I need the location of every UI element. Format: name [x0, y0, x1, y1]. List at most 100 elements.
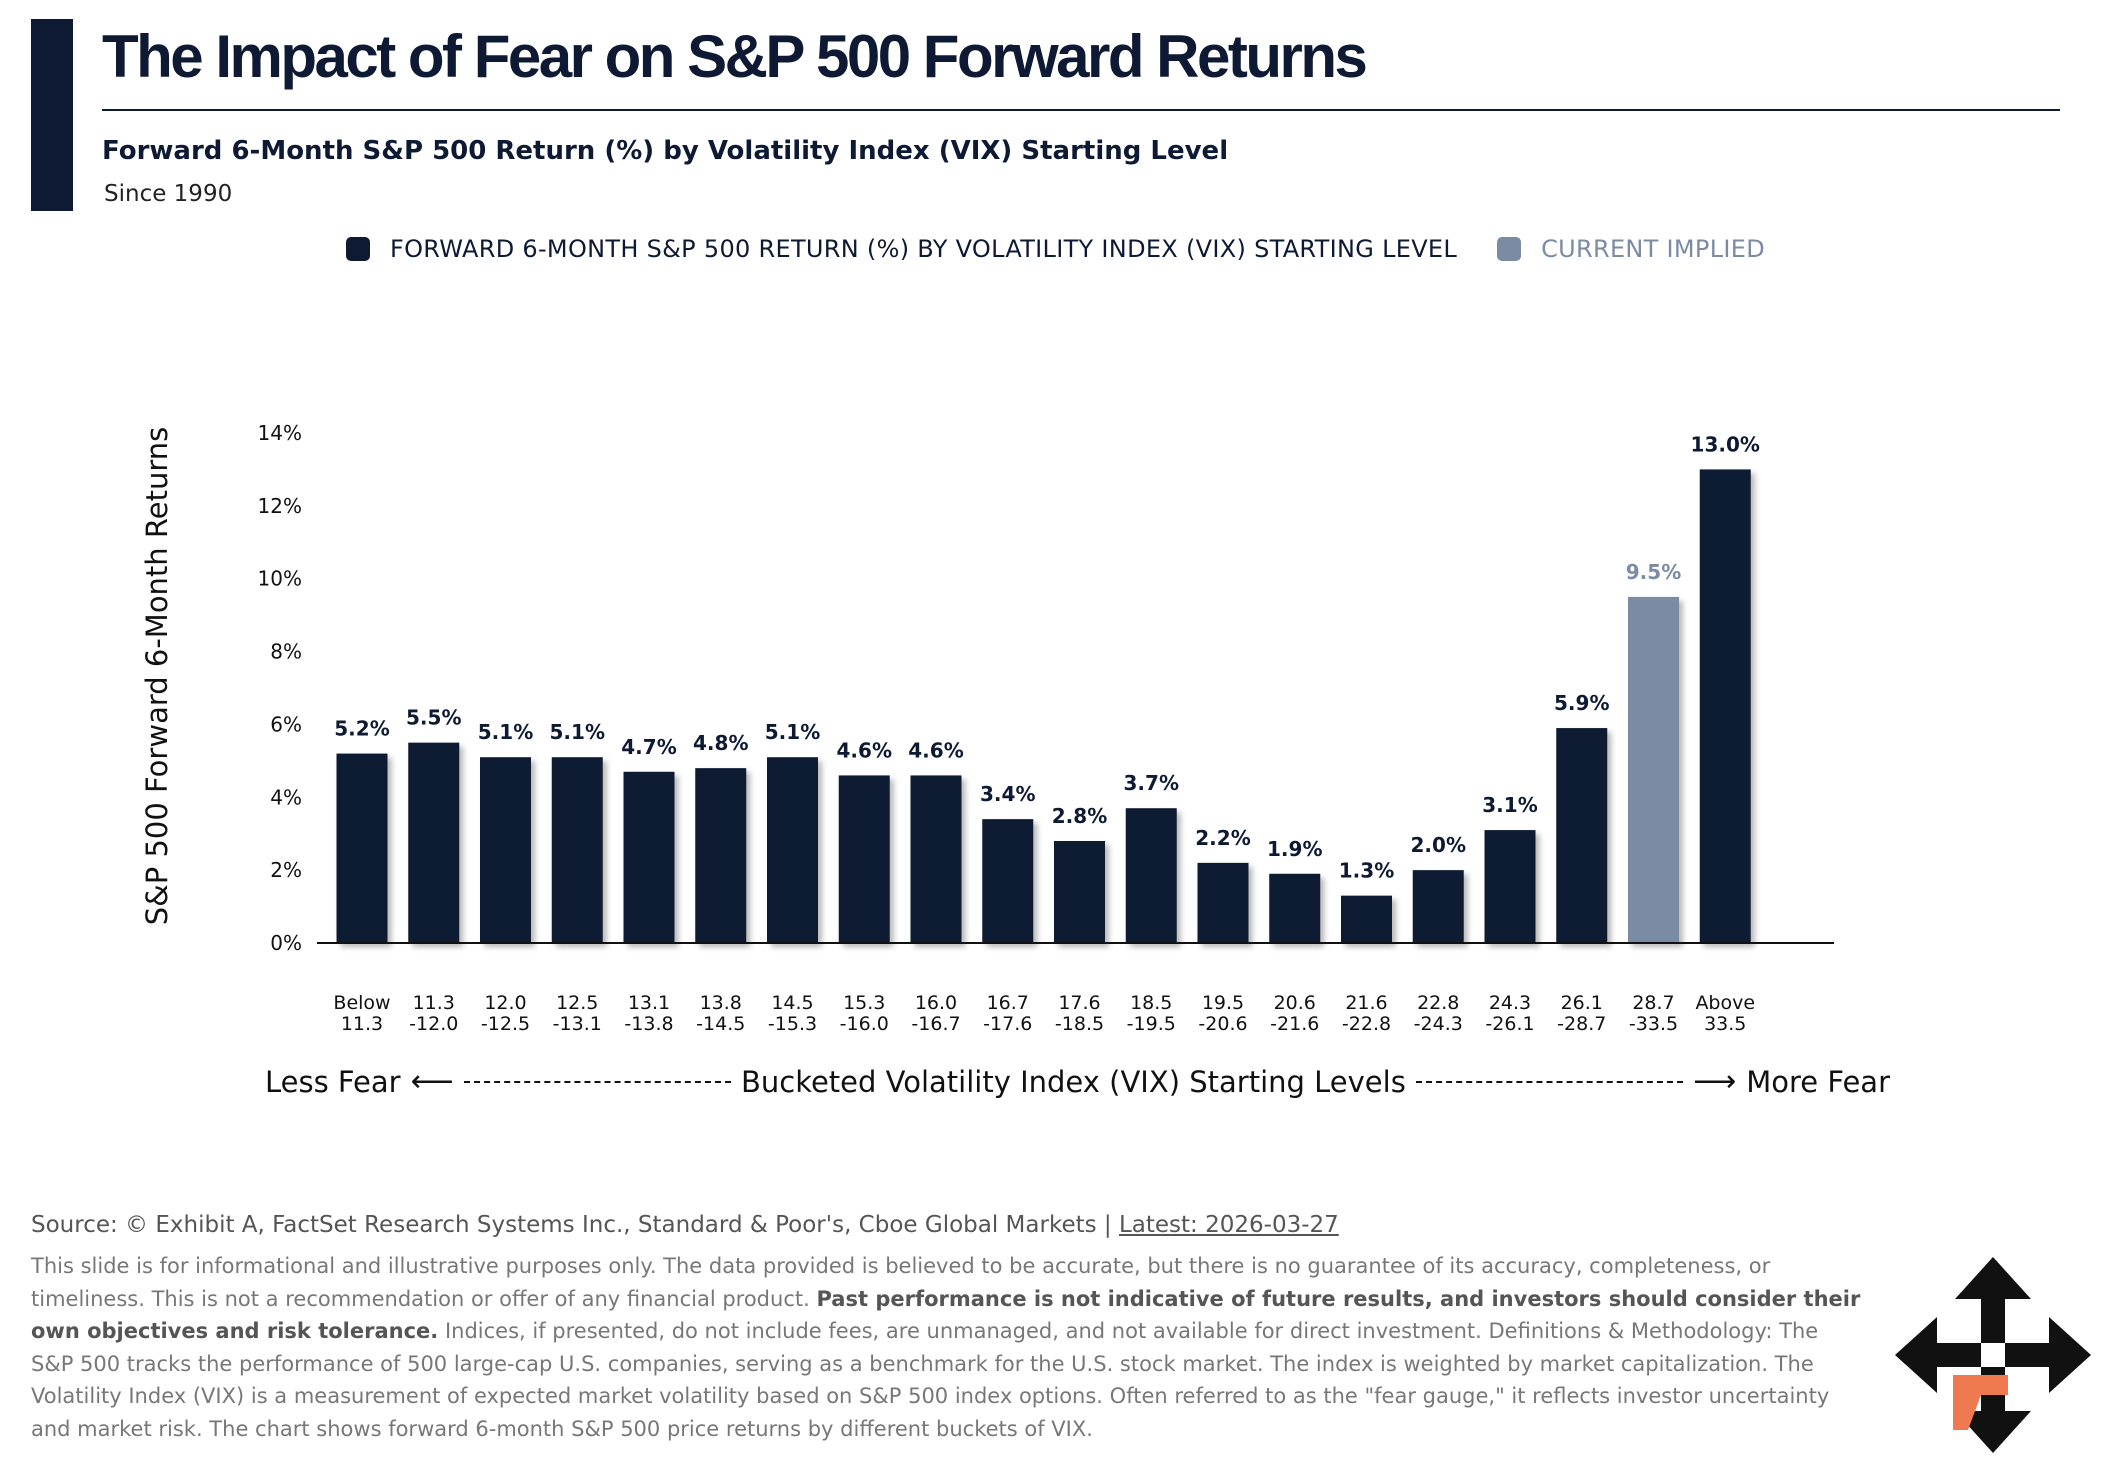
bar-value-label: 5.1%: [478, 720, 533, 744]
bar-current-implied: [1628, 596, 1679, 943]
right-dashed-line: [1415, 1080, 1684, 1083]
x-axis-title: Bucketed Volatility Index (VIX) Starting…: [740, 1064, 1406, 1099]
bar: [1054, 841, 1105, 943]
bar: [1484, 830, 1536, 943]
right-arrow-icon: ⟶: [1693, 1064, 1737, 1099]
bar-value-label: 4.6%: [908, 738, 963, 762]
disclaimer-part-1: This slide is for informational and illu…: [31, 1254, 1771, 1311]
legend-swatch-returns: [345, 237, 370, 261]
x-tick-label: 18.5: [1130, 992, 1172, 1014]
legend-item-current-implied: CURRENT IMPLIED: [1497, 235, 1765, 263]
x-tick-label: -20.6: [1198, 1013, 1247, 1035]
x-tick-label: 14.5: [771, 992, 813, 1014]
x-tick-label: 24.3: [1489, 992, 1531, 1014]
x-tick-label: 22.8: [1417, 992, 1459, 1014]
left-arrow-icon: ⟵: [410, 1064, 454, 1099]
latest-date-link[interactable]: Latest: 2026-03-27: [1118, 1212, 1339, 1238]
x-tick-label: Below: [333, 992, 390, 1014]
bar-value-label: 5.5%: [406, 706, 461, 730]
x-tick-label: -24.3: [1414, 1013, 1463, 1035]
x-tick-label: 13.1: [628, 992, 670, 1014]
brand-logo-icon: [1895, 1257, 2091, 1453]
x-tick-label: -19.5: [1127, 1013, 1176, 1035]
disclaimer: This slide is for informational and illu…: [31, 1250, 1861, 1445]
x-tick-label: -14.5: [696, 1013, 745, 1035]
page-title: The Impact of Fear on S&P 500 Forward Re…: [102, 23, 1368, 90]
x-tick-label: 13.8: [700, 992, 742, 1014]
x-tick-label: -21.6: [1270, 1013, 1319, 1035]
source-text: Source: © Exhibit A, FactSet Research Sy…: [31, 1212, 1097, 1238]
bar-value-label: 5.9%: [1554, 691, 1609, 715]
bar: [1125, 808, 1177, 943]
bar-value-label: 5.1%: [550, 720, 605, 744]
y-tick-label: 12%: [258, 494, 302, 518]
bar: [480, 757, 531, 943]
bar-chart: 0% 2% 4% 6% 8% 10% 12% 14% 5.2% 5.5% 5.1% 5.1% 4.7%…: [258, 421, 1834, 1035]
x-tick-label: -12.0: [409, 1013, 458, 1035]
bar-value-label: 4.8%: [693, 731, 748, 755]
bar-value-label: 1.9%: [1267, 837, 1322, 861]
x-tick-label: -16.7: [911, 1013, 960, 1035]
bar-value-label: 2.8%: [1052, 804, 1107, 828]
bar: [1699, 469, 1751, 943]
bar-value-label: 5.1%: [765, 720, 820, 744]
x-tick-label: -22.8: [1342, 1013, 1391, 1035]
left-dashed-line: [463, 1080, 731, 1083]
bar-value-label: 1.3%: [1339, 859, 1394, 883]
bar-value-label: 4.6%: [837, 738, 892, 762]
legend-label-returns: FORWARD 6-MONTH S&P 500 RETURN (%) BY VO…: [389, 235, 1458, 263]
x-tick-label: 12.5: [556, 992, 598, 1014]
x-tick-label: Above: [1695, 992, 1755, 1014]
y-tick-label: 2%: [270, 858, 302, 882]
x-tick-label: 16.0: [915, 992, 957, 1014]
bar: [551, 757, 603, 943]
bar: [336, 753, 388, 943]
source-separator: |: [1103, 1212, 1112, 1238]
x-tick-label: -26.1: [1485, 1013, 1534, 1035]
legend-item-returns: FORWARD 6-MONTH S&P 500 RETURN (%) BY VO…: [345, 235, 1458, 263]
bar: [1556, 728, 1608, 943]
more-fear-label: More Fear: [1746, 1064, 1890, 1099]
x-tick-label: 20.6: [1274, 992, 1316, 1014]
bar-value-label: 2.2%: [1195, 826, 1250, 850]
x-tick-label: -12.5: [481, 1013, 530, 1035]
x-tick-label: 28.7: [1632, 992, 1674, 1014]
chart-legend: FORWARD 6-MONTH S&P 500 RETURN (%) BY VO…: [0, 235, 2111, 263]
less-fear-label: Less Fear: [265, 1064, 401, 1099]
y-tick-label: 6%: [270, 712, 302, 736]
bar: [1412, 870, 1464, 943]
title-divider: [102, 109, 2060, 111]
y-tick-label: 14%: [258, 421, 302, 445]
bar: [623, 771, 675, 943]
bar: [695, 768, 747, 943]
since-note: Since 1990: [104, 181, 233, 207]
legend-label-current-implied: CURRENT IMPLIED: [1541, 235, 1765, 263]
x-tick-label: 12.0: [484, 992, 526, 1014]
bar-value-label: 4.7%: [621, 735, 676, 759]
chart-subtitle: Forward 6-Month S&P 500 Return (%) by Vo…: [102, 136, 1229, 166]
bar: [1197, 862, 1249, 943]
x-tick-label: 19.5: [1202, 992, 1244, 1014]
x-tick-label: -33.5: [1629, 1013, 1678, 1035]
y-tick-label: 10%: [258, 567, 302, 591]
logo-accent-shape: [1953, 1375, 2008, 1430]
bar: [767, 757, 818, 943]
bar-value-label: 3.4%: [980, 782, 1035, 806]
bar: [910, 775, 962, 943]
x-tick-label: -13.8: [624, 1013, 673, 1035]
x-tick-label: -16.0: [840, 1013, 889, 1035]
disclaimer-bold: Past performance is not indicative of fu…: [31, 1286, 1861, 1344]
x-tick-label: 26.1: [1561, 992, 1603, 1014]
x-tick-label: 17.6: [1058, 992, 1100, 1014]
bar-value-label: 9.5%: [1626, 560, 1681, 584]
bar-value-label: 5.2%: [334, 717, 389, 741]
x-tick-label: 11.3: [413, 992, 455, 1014]
x-tick-label: 21.6: [1345, 992, 1387, 1014]
bar: [1269, 873, 1321, 943]
bar-value-label: 3.1%: [1482, 793, 1537, 817]
bar-value-label: 3.7%: [1124, 771, 1179, 795]
bar: [1341, 895, 1392, 943]
y-tick-label: 0%: [270, 931, 302, 955]
x-axis-caption: Less Fear ⟵ Bucketed Volatility Index (V…: [265, 1064, 1890, 1099]
x-tick-label: -17.6: [983, 1013, 1032, 1035]
